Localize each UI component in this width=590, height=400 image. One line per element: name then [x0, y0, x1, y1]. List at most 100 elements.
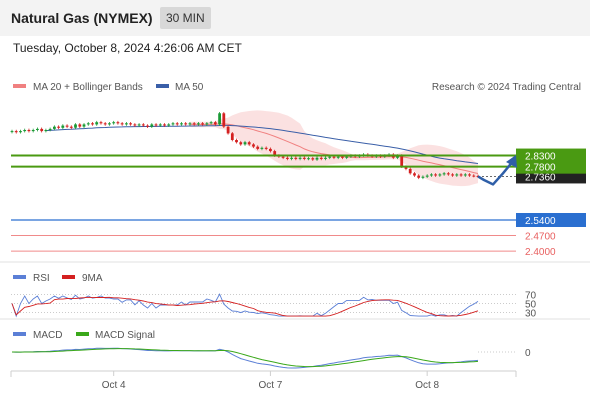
- candle-body: [150, 124, 154, 127]
- candle-body: [129, 123, 132, 125]
- candle-body: [108, 123, 111, 125]
- candle-body: [137, 124, 141, 126]
- bollinger-legend-label: MA 20 + Bollinger Bands: [33, 82, 143, 93]
- candle-body: [158, 124, 162, 126]
- forecast-arrowhead: [506, 155, 517, 168]
- candle-body: [197, 123, 200, 125]
- candle-body: [213, 122, 217, 125]
- candle-body: [31, 130, 35, 132]
- candle-body: [319, 157, 323, 159]
- support-label: 2.4000: [525, 247, 556, 258]
- candle-body: [298, 157, 302, 159]
- candle-body: [264, 147, 268, 149]
- candle-body: [425, 175, 429, 177]
- candle-body: [235, 140, 238, 143]
- candle-body: [125, 123, 128, 125]
- rsi-ma9-line: [11, 296, 479, 317]
- bollinger-legend-swatch: [13, 84, 26, 88]
- candle-body: [91, 123, 94, 125]
- pivot-label: 2.5400: [525, 216, 556, 227]
- resistance-label: 2.7800: [525, 163, 556, 174]
- x-tick-label: Oct 8: [415, 380, 439, 391]
- macd-legend-swatch: [13, 332, 26, 336]
- header-bar: Natural Gas (NYMEX) 30 MIN: [0, 0, 590, 36]
- candle-body: [328, 156, 332, 158]
- candle-body: [345, 156, 349, 158]
- candle-body: [324, 157, 327, 159]
- ma50-legend-swatch: [156, 84, 169, 88]
- candle-body: [226, 126, 230, 134]
- candle-body: [463, 174, 467, 176]
- candle-body: [421, 176, 425, 178]
- candle-body: [294, 157, 298, 159]
- candle-body: [95, 122, 99, 125]
- candle-body: [404, 166, 408, 169]
- macd-legend-label: MACD: [33, 330, 62, 341]
- candle-body: [438, 174, 442, 176]
- candle-body: [167, 124, 171, 126]
- candle-body: [413, 173, 416, 176]
- candle-body: [53, 126, 56, 129]
- candle-body: [120, 123, 124, 125]
- candle-body: [175, 123, 179, 125]
- macd-signal-line: [12, 348, 479, 368]
- candle-body: [40, 128, 44, 132]
- candle-body: [171, 123, 175, 125]
- candle-body: [468, 174, 471, 176]
- candle-body: [141, 124, 145, 126]
- candle-body: [78, 124, 82, 127]
- rsi-legend-swatch: [13, 275, 26, 279]
- candle-body: [188, 123, 192, 125]
- x-axis: Oct 4 Oct 7 Oct 8: [102, 371, 440, 391]
- ma50-line: [45, 124, 479, 164]
- candle-body: [99, 122, 103, 124]
- candle-body: [256, 146, 260, 149]
- candle-body: [74, 124, 77, 128]
- candle-body: [82, 124, 86, 127]
- rsi-level-label: 70: [525, 291, 537, 302]
- candle-body: [417, 175, 421, 178]
- candle-body: [10, 131, 14, 133]
- candle-body: [269, 148, 272, 152]
- candle-body: [341, 156, 344, 158]
- candle-body: [434, 174, 437, 176]
- candle-body: [408, 168, 412, 174]
- macd-line: [11, 347, 479, 369]
- candle-body: [192, 123, 196, 125]
- candle-body: [23, 130, 27, 132]
- candle-body: [311, 158, 315, 160]
- resistance-label-box: [516, 148, 586, 174]
- candle-body: [48, 128, 52, 130]
- candle-body: [239, 142, 243, 145]
- candle-body: [336, 156, 340, 158]
- candle-body: [146, 125, 149, 127]
- macd-signal-legend-label: MACD Signal: [95, 330, 155, 341]
- candle-body: [451, 174, 454, 176]
- candle-body: [230, 133, 234, 140]
- candle-body: [290, 157, 293, 159]
- forecast-path: [477, 159, 515, 186]
- pivot-label-box: [516, 213, 586, 227]
- candle-body: [302, 157, 306, 159]
- rsi-level-label: 50: [525, 300, 537, 311]
- candle-body: [307, 158, 310, 160]
- candle-body: [243, 142, 247, 145]
- rsi-level-label: 30: [525, 309, 537, 320]
- macd-zero-label: 0: [525, 348, 531, 359]
- candle-body: [472, 175, 476, 177]
- x-tick-label: Oct 4: [102, 380, 126, 391]
- candle-body: [14, 131, 18, 133]
- candle-body: [36, 128, 39, 130]
- candle-body: [180, 123, 183, 125]
- timeframe-badge[interactable]: 30 MIN: [160, 7, 211, 29]
- ma9-legend-label: 9MA: [82, 273, 103, 284]
- candle-body: [209, 122, 213, 124]
- candle-body: [430, 174, 433, 176]
- macd-panel: 0: [11, 347, 531, 369]
- candle-body: [459, 174, 463, 176]
- candle-body: [86, 123, 90, 125]
- candle-body: [247, 142, 251, 145]
- candle-body: [163, 124, 166, 126]
- credit-text: Research © 2024 Trading Central: [432, 82, 581, 93]
